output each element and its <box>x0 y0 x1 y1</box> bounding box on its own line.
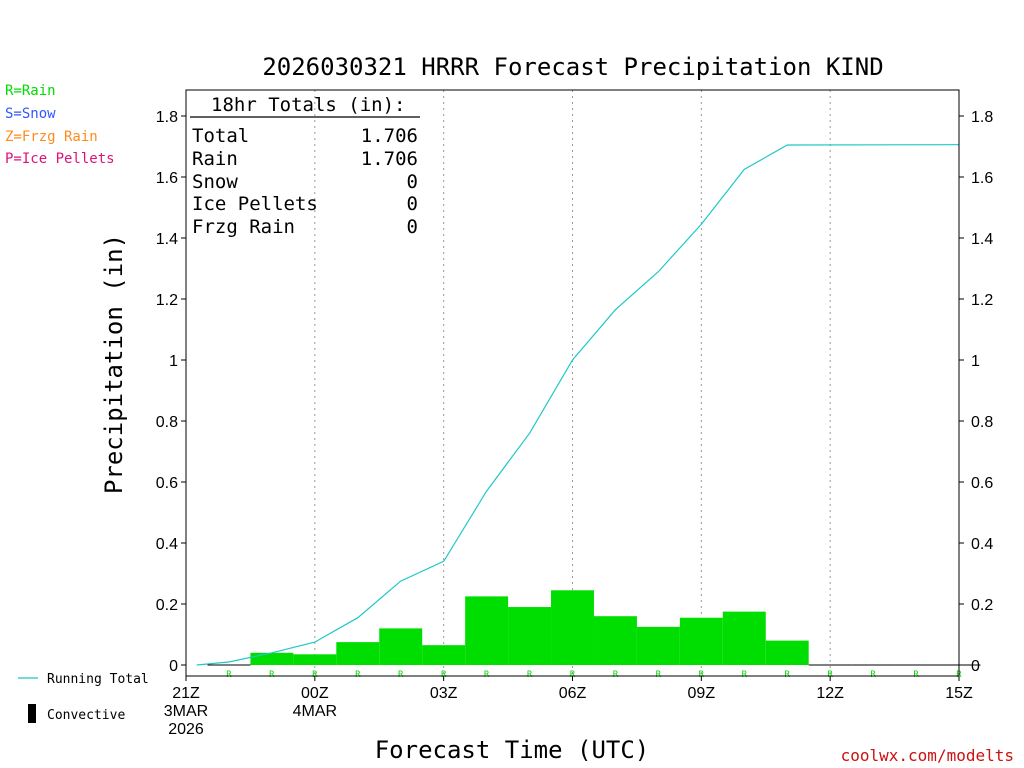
y-tick-label-left: 0 <box>169 658 178 675</box>
precip-type-marker: R <box>355 670 361 680</box>
precip-type-marker: R <box>226 670 232 680</box>
y-tick-label-left: 1.4 <box>156 231 178 248</box>
convective-legend-swatch <box>28 704 36 723</box>
axes: 0 00.2 0.20.4 0.40.6 0.60.8 0.81 11.2 1.21.4 1.4… <box>156 109 994 738</box>
totals-value-rain: 1.706 <box>361 148 418 170</box>
totals-value-ice-pellets: 0 <box>407 193 418 215</box>
precip-bar <box>679 617 723 665</box>
precip-type-marker: R <box>699 670 705 680</box>
x-tick-label: 00Z <box>301 685 329 702</box>
y-tick-label-left: 1.2 <box>156 292 178 309</box>
x-tick-label: 12Z <box>816 685 844 702</box>
running-total-legend-label: Running Total <box>47 672 149 687</box>
precip-type-legend: R=Rain S=Snow Z=Frzg Rain P=Ice Pellets <box>5 83 115 167</box>
precip-bar <box>336 642 380 665</box>
y-tick-label-right: 1.6 <box>971 170 993 187</box>
totals-label-ice-pellets: Ice Pellets <box>192 193 318 215</box>
totals-header: 18hr Totals (in): <box>211 94 405 116</box>
y-tick-label-right: 0 <box>971 658 980 675</box>
y-tick-label-left: 0.2 <box>156 597 178 614</box>
precip-bar <box>636 626 680 665</box>
precip-type-marker: R <box>785 670 791 680</box>
precip-bar <box>379 628 423 665</box>
precip-type-marker: R <box>742 670 748 680</box>
totals-value-frzg-rain: 0 <box>407 216 418 238</box>
y-tick-label-right: 0.8 <box>971 414 993 431</box>
precip-bar <box>722 611 766 665</box>
grid-lines <box>314 90 831 676</box>
precip-type-marker: R <box>441 670 447 680</box>
totals-label-snow: Snow <box>192 171 238 193</box>
x-tick-label: 09Z <box>688 685 716 702</box>
precip-bars <box>207 590 981 666</box>
y-tick-label-right: 0.4 <box>971 536 993 553</box>
y-tick-label-right: 1.8 <box>971 109 993 126</box>
series-legend: Running Total Convective <box>18 672 149 723</box>
legend-snow: S=Snow <box>5 106 56 122</box>
totals-value-total: 1.706 <box>361 125 418 147</box>
y-tick-label-right: 0.6 <box>971 475 993 492</box>
y-tick-label-left: 1 <box>169 353 178 370</box>
totals-label-rain: Rain <box>192 148 238 170</box>
running-total-series <box>196 144 960 666</box>
precip-bar <box>765 640 809 665</box>
x-tick-label: 4MAR <box>293 703 337 720</box>
precip-type-marker: R <box>398 670 404 680</box>
precip-bar <box>551 590 594 665</box>
totals-label-total: Total <box>192 125 249 147</box>
precip-bar <box>422 645 466 665</box>
convective-legend-label: Convective <box>47 708 125 723</box>
precip-type-marker: R <box>613 670 619 680</box>
y-tick-label-right: 0.2 <box>971 597 993 614</box>
y-tick-label-left: 0.4 <box>156 536 178 553</box>
precip-bar <box>250 652 294 665</box>
x-tick-label: 3MAR <box>164 703 208 720</box>
x-axis-label: Forecast Time (UTC) <box>375 736 650 764</box>
precip-bar <box>593 616 637 665</box>
x-tick-label: 15Z <box>945 685 973 702</box>
precip-bar <box>465 596 509 665</box>
totals-value-snow: 0 <box>407 171 418 193</box>
precip-bar <box>293 654 337 665</box>
y-tick-label-right: 1.4 <box>971 231 993 248</box>
chart-title: 2026030321 HRRR Forecast Precipitation K… <box>262 53 883 81</box>
precip-type-marker: R <box>827 670 833 680</box>
precip-type-marker: R <box>269 670 275 680</box>
running-total-line <box>196 144 960 666</box>
precip-type-marker: R <box>312 670 318 680</box>
legend-rain: R=Rain <box>5 83 56 99</box>
precip-bar <box>508 607 552 665</box>
y-tick-label-left: 1.6 <box>156 170 178 187</box>
y-tick-label-left: 1.8 <box>156 109 178 126</box>
y-tick-label-left: 0.8 <box>156 414 178 431</box>
y-axis-label: Precipitation (in) <box>100 234 128 494</box>
precip-type-marker: R <box>870 670 876 680</box>
precip-type-marker: R <box>484 670 490 680</box>
totals-label-frzg-rain: Frzg Rain <box>192 216 295 238</box>
x-tick-label: 03Z <box>430 685 458 702</box>
x-tick-label: 21Z <box>172 685 200 702</box>
credit-text: coolwx.com/modelts <box>841 746 1014 765</box>
legend-ice-pellets: P=Ice Pellets <box>5 151 115 167</box>
y-tick-label-left: 0.6 <box>156 475 178 492</box>
precip-type-marker: R <box>656 670 662 680</box>
y-tick-label-right: 1 <box>971 353 980 370</box>
precip-type-marker: R <box>570 670 576 680</box>
x-tick-label: 2026 <box>168 721 204 738</box>
precip-type-marker: R <box>913 670 919 680</box>
y-tick-label-right: 1.2 <box>971 292 993 309</box>
totals-box: 18hr Totals (in): Total 1.706 Rain 1.706… <box>190 94 420 238</box>
legend-frzg-rain: Z=Frzg Rain <box>5 129 98 145</box>
x-tick-label: 06Z <box>559 685 587 702</box>
precip-type-marker: R <box>527 670 533 680</box>
